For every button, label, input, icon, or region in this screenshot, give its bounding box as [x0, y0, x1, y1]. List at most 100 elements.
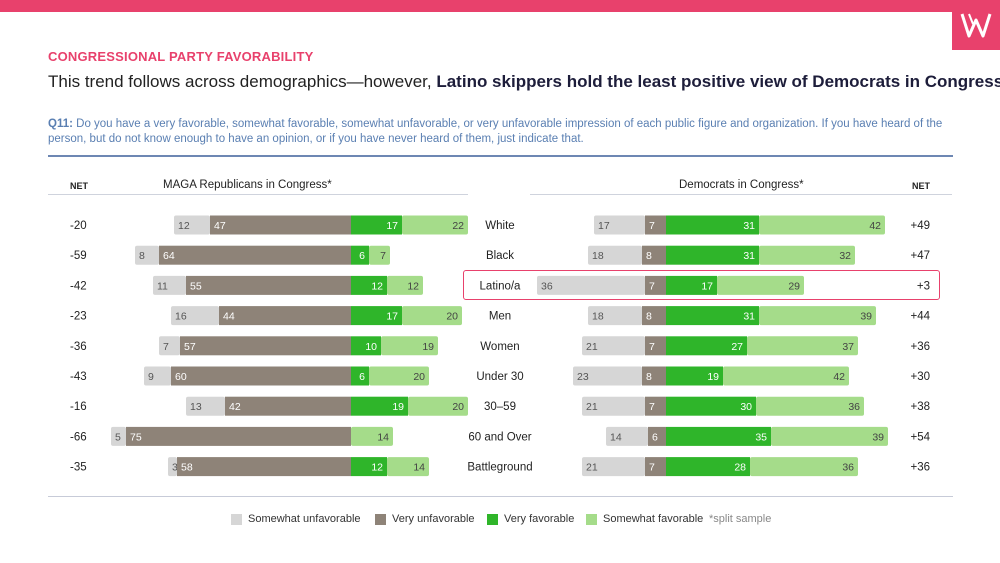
headline-bold: Latino skippers hold the least positive … — [436, 72, 1000, 91]
category-label: Women — [480, 341, 519, 353]
maga-somewhat-favorable-outer-bar — [402, 306, 462, 326]
maga-very-favorable-label: 17 — [386, 220, 398, 232]
latino-highlight-box — [463, 270, 940, 300]
dem-somewhat-unfavorable-outer-label: 21 — [586, 462, 598, 474]
maga-very-favorable-label: 19 — [392, 401, 404, 413]
dem-net-value: +54 — [910, 431, 930, 443]
dem-somewhat-favorable-outer-bar — [750, 457, 858, 477]
dem-very-favorable-label: 27 — [731, 341, 743, 353]
dem-very-unfavorable-label: 7 — [649, 341, 655, 353]
dem-very-unfavorable-bar — [642, 366, 666, 386]
dem-net-value: +47 — [910, 250, 930, 262]
dem-somewhat-unfavorable-outer-bar — [588, 245, 642, 265]
dem-somewhat-unfavorable-outer-label: 21 — [586, 401, 598, 413]
maga-somewhat-unfavorable-outer-label: 8 — [139, 250, 145, 262]
legend-label: Somewhat unfavorable — [248, 513, 361, 525]
dem-net-value: +30 — [910, 371, 930, 383]
dem-very-unfavorable-bar — [648, 426, 666, 446]
dem-very-favorable-bar — [666, 306, 759, 326]
maga-somewhat-unfavorable-outer-label: 11 — [157, 280, 168, 292]
category-label: Latino/a — [480, 280, 522, 292]
dem-very-unfavorable-bar — [645, 396, 666, 416]
maga-somewhat-favorable-outer-label: 14 — [377, 431, 389, 443]
category-label: Battleground — [467, 462, 532, 474]
dem-somewhat-unfavorable-outer-label: 18 — [592, 311, 604, 323]
maga-very-favorable-label: 12 — [371, 280, 383, 292]
maga-somewhat-favorable-outer-label: 7 — [380, 250, 386, 262]
maga-somewhat-unfavorable-outer-bar — [144, 366, 171, 386]
header-rule — [48, 155, 953, 157]
maga-somewhat-unfavorable-outer-label: 16 — [175, 311, 187, 323]
maga-somewhat-favorable-outer-bar — [351, 426, 393, 446]
maga-very-unfavorable-bar — [159, 245, 351, 265]
maga-somewhat-favorable-outer-label: 14 — [413, 462, 425, 474]
maga-net-value: -16 — [70, 401, 87, 413]
maga-very-unfavorable-bar — [186, 275, 351, 295]
maga-somewhat-favorable-outer-label: 22 — [452, 220, 464, 232]
dem-very-unfavorable-label: 7 — [649, 280, 655, 292]
legend-item-very-favorable: Very favorable — [487, 513, 574, 525]
maga-somewhat-favorable-outer-bar — [402, 215, 468, 235]
dem-somewhat-favorable-outer-bar — [747, 336, 858, 356]
maga-very-unfavorable-label: 75 — [130, 431, 142, 443]
legend-label: Somewhat favorable — [603, 513, 704, 525]
dem-somewhat-unfavorable-outer-bar — [582, 336, 645, 356]
dem-somewhat-favorable-outer-bar — [759, 245, 855, 265]
dem-somewhat-favorable-outer-bar — [759, 306, 876, 326]
dem-somewhat-unfavorable-outer-label: 14 — [610, 431, 622, 443]
maga-very-unfavorable-bar — [210, 215, 351, 235]
left-chart-title: MAGA Republicans in Congress* — [163, 179, 332, 191]
maga-very-favorable-bar — [351, 366, 369, 386]
maga-very-unfavorable-bar — [180, 336, 351, 356]
maga-very-unfavorable-bar — [219, 306, 351, 326]
dem-somewhat-favorable-outer-label: 29 — [788, 280, 800, 292]
survey-question: Q11: Do you have a very favorable, somew… — [48, 117, 953, 147]
dem-somewhat-favorable-outer-bar — [771, 426, 888, 446]
dem-somewhat-unfavorable-outer-label: 21 — [586, 341, 598, 353]
dem-very-unfavorable-label: 6 — [652, 431, 658, 443]
dem-net-value: +49 — [910, 220, 930, 232]
right-net-header: NET — [912, 181, 930, 191]
maga-somewhat-unfavorable-outer-label: 12 — [178, 220, 190, 232]
maga-very-unfavorable-label: 47 — [214, 220, 226, 232]
legend-label: Very favorable — [504, 513, 575, 525]
maga-very-unfavorable-label: 42 — [229, 401, 241, 413]
dem-somewhat-favorable-outer-bar — [759, 215, 885, 235]
dem-very-unfavorable-label: 8 — [646, 250, 652, 262]
maga-very-favorable-bar — [351, 396, 408, 416]
dem-somewhat-unfavorable-outer-bar — [573, 366, 642, 386]
dem-somewhat-favorable-outer-label: 42 — [869, 220, 881, 232]
maga-very-favorable-label: 17 — [386, 311, 398, 323]
dem-very-unfavorable-label: 8 — [646, 371, 652, 383]
category-label: 30–59 — [484, 401, 516, 413]
dem-very-favorable-bar — [666, 275, 717, 295]
maga-somewhat-favorable-outer-label: 19 — [422, 341, 434, 353]
category-label: Under 30 — [476, 371, 523, 383]
dem-somewhat-unfavorable-outer-label: 23 — [577, 371, 589, 383]
maga-somewhat-unfavorable-outer-bar — [135, 245, 159, 265]
maga-very-favorable-bar — [351, 215, 402, 235]
maga-very-unfavorable-label: 64 — [163, 250, 175, 262]
maga-somewhat-favorable-outer-bar — [369, 245, 390, 265]
dem-net-value: +3 — [917, 280, 930, 292]
section-kicker: CONGRESSIONAL PARTY FAVORABILITY — [48, 49, 314, 64]
dem-very-favorable-label: 31 — [743, 220, 755, 232]
maga-somewhat-favorable-outer-label: 20 — [413, 371, 425, 383]
legend-swatch-somewhat-unfavorable — [231, 513, 242, 525]
dem-net-value: +36 — [910, 462, 930, 474]
maga-somewhat-unfavorable-outer-bar — [159, 336, 180, 356]
dem-net-value: +38 — [910, 401, 930, 413]
maga-somewhat-unfavorable-outer-bar — [153, 275, 186, 295]
maga-somewhat-unfavorable-outer-bar — [111, 426, 126, 446]
maga-net-value: -66 — [70, 431, 87, 443]
dem-somewhat-unfavorable-outer-label: 18 — [592, 250, 604, 262]
dem-somewhat-favorable-outer-label: 39 — [860, 311, 872, 323]
dem-very-favorable-bar — [666, 245, 759, 265]
dem-very-favorable-bar — [666, 396, 756, 416]
right-chart-title: Democrats in Congress* — [679, 179, 804, 191]
dem-very-unfavorable-label: 7 — [649, 462, 655, 474]
dem-very-favorable-label: 30 — [740, 401, 752, 413]
maga-somewhat-unfavorable-outer-bar — [186, 396, 225, 416]
dem-very-favorable-bar — [666, 366, 723, 386]
